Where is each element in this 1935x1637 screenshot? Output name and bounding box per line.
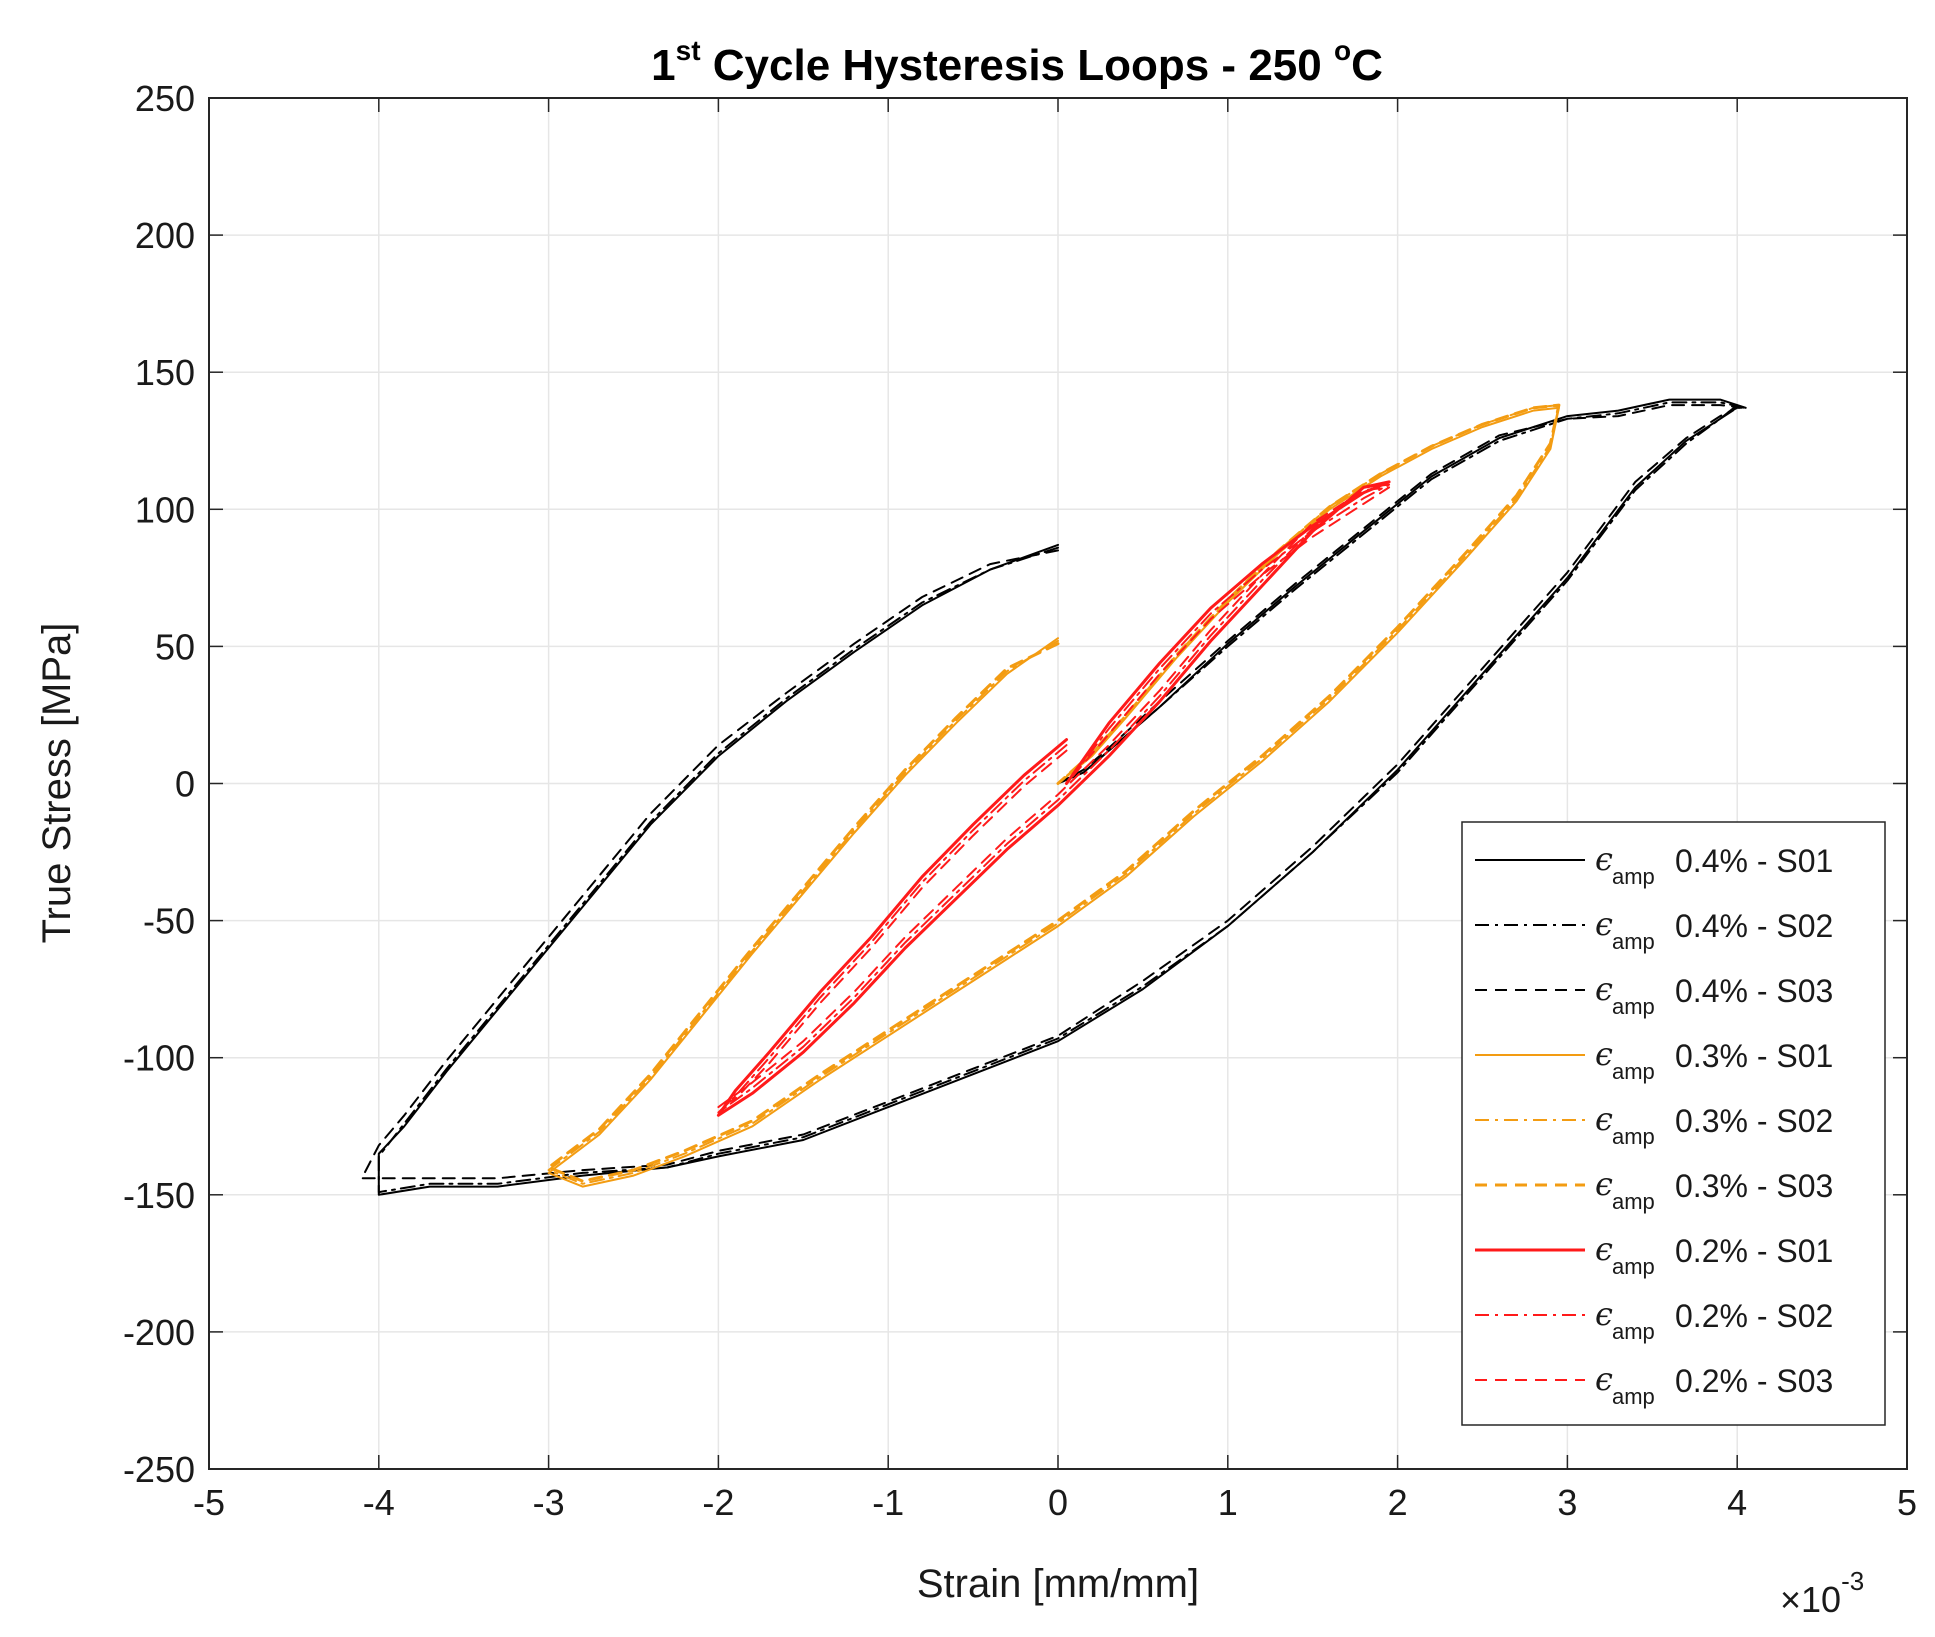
series-layer (360, 398, 1747, 1196)
y-tick-label: 0 (175, 764, 195, 805)
x-tick-label: -4 (363, 1482, 395, 1523)
legend-symbol: ϵ (1595, 970, 1613, 1008)
legend-symbol: ϵ (1595, 1295, 1613, 1333)
legend-subscript: amp (1612, 929, 1655, 954)
x-tick-label: -5 (193, 1482, 225, 1523)
legend-subscript: amp (1612, 1059, 1655, 1084)
legend-label-4: 0.3% - S01 (1675, 1038, 1833, 1074)
series-line-1 (377, 398, 1747, 1196)
x-tick-label: -3 (533, 1482, 565, 1523)
y-tick-label: -50 (143, 901, 195, 942)
legend-symbol: ϵ (1595, 905, 1613, 943)
x-tick-label: -1 (872, 1482, 904, 1523)
series-line-2 (377, 401, 1747, 1194)
legend-symbol: ϵ (1595, 1230, 1613, 1268)
y-tick-label: 250 (135, 78, 195, 119)
y-tick-label: 200 (135, 215, 195, 256)
series-line-6 (547, 403, 1561, 1183)
x-tick-label: 1 (1218, 1482, 1238, 1523)
legend-subscript: amp (1612, 994, 1655, 1019)
legend-label-3: 0.4% - S03 (1675, 973, 1833, 1009)
legend-subscript: amp (1612, 1319, 1655, 1344)
y-tick-label: -200 (123, 1312, 195, 1353)
y-tick-label: -150 (123, 1175, 195, 1216)
x-tick-label: 5 (1897, 1482, 1917, 1523)
x-tick-label: 0 (1048, 1482, 1068, 1523)
series-line-8 (717, 483, 1391, 1114)
series-line-9 (717, 486, 1391, 1109)
legend-label-5: 0.3% - S02 (1675, 1103, 1833, 1139)
y-axis-label: True Stress [MPa] (35, 623, 79, 944)
y-tick-label: -100 (123, 1038, 195, 1079)
legend-box (1461, 821, 1886, 1426)
legend-label-2: 0.4% - S02 (1675, 908, 1833, 944)
legend-label-1: 0.4% - S01 (1675, 843, 1833, 879)
y-tick-label: 50 (155, 626, 195, 667)
y-tick-label: -250 (123, 1449, 195, 1490)
y-tick-label: 100 (135, 489, 195, 530)
legend-subscript: amp (1612, 864, 1655, 889)
legend-symbol: ϵ (1595, 840, 1613, 878)
tick-layer: -5 -4 -3 -2 -1 0 1 2 3 4 5 250 200 150 100 50 0 -50 -100 -1… (123, 78, 1917, 1523)
x-tick-label: -2 (702, 1482, 734, 1523)
chart-title: 1st Cycle Hysteresis Loops - 250 oC (651, 35, 1383, 90)
legend-label-8: 0.2% - S02 (1675, 1298, 1833, 1334)
x-tick-label: 4 (1727, 1482, 1747, 1523)
legend-label-6: 0.3% - S03 (1675, 1168, 1833, 1204)
x-axis-multiplier: ×10-3 (1780, 1566, 1864, 1620)
legend-symbol: ϵ (1595, 1165, 1613, 1203)
series-line-3 (360, 404, 1747, 1180)
legend-subscript: amp (1612, 1254, 1655, 1279)
x-tick-label: 3 (1557, 1482, 1577, 1523)
x-tick-label: 2 (1388, 1482, 1408, 1523)
legend-symbol: ϵ (1595, 1360, 1613, 1398)
legend-subscript: amp (1612, 1189, 1655, 1214)
legend-subscript: amp (1612, 1384, 1655, 1409)
y-tick-label: 150 (135, 352, 195, 393)
legend-symbol: ϵ (1595, 1035, 1613, 1073)
legend-symbol: ϵ (1595, 1100, 1613, 1138)
legend-label-7: 0.2% - S01 (1675, 1233, 1833, 1269)
legend-label-9: 0.2% - S03 (1675, 1363, 1833, 1399)
legend-subscript: amp (1612, 1124, 1655, 1149)
x-axis-label: Strain [mm/mm] (917, 1562, 1199, 1606)
